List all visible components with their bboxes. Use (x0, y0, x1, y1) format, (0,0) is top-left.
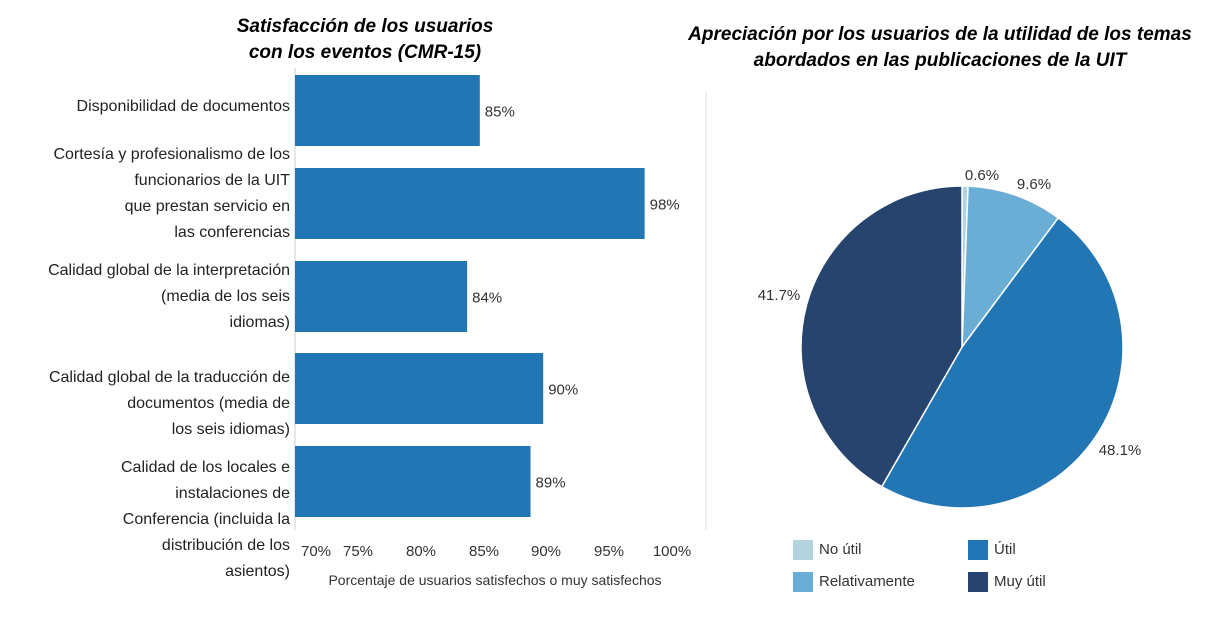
bar-category-label-line: las conferencias (174, 224, 290, 241)
bar-category-label-line: documentos (media de (127, 395, 290, 412)
bar-x-tick-5: 95% (594, 543, 624, 560)
bar-category-label-line: asientos) (225, 563, 290, 580)
pie-slice-2 (880, 216, 1124, 509)
bar-category-label-line: que prestan servicio en (124, 198, 290, 215)
bar-chart-title-line1: Satisfacción de los usuarios (236, 16, 494, 37)
bar-1 (295, 168, 645, 239)
legend-swatch (793, 572, 813, 592)
bar-category-label-line: Cortesía y profesionalismo de los (53, 146, 290, 163)
bar-category-label-line: Calidad de los locales e (121, 459, 290, 476)
legend-item-3: Muy útil (968, 572, 1046, 592)
bar-3 (295, 353, 544, 424)
bar-0 (295, 75, 480, 146)
pie-chart-title: Apreciación por los usuarios de la utili… (670, 22, 1210, 74)
bar-category-label-3: Calidad global de la traducción de docume… (0, 365, 290, 443)
bar-x-axis-label: Porcentaje de usuarios satisfechos o muy… (328, 572, 662, 588)
bar-2 (295, 261, 468, 332)
bar-x-tick-2: 80% (406, 543, 436, 560)
bar-chart-title-line2: con los eventos (CMR-15) (248, 42, 482, 63)
pie-slice-3 (800, 185, 963, 488)
bar-category-label-line: funcionarios de la UIT (134, 172, 290, 189)
bar-x-tick-1: 75% (343, 543, 373, 560)
bar-category-label-line: Calidad global de la interpretación (48, 262, 290, 279)
bar-category-label-4: Calidad de los locales e instalaciones de… (0, 455, 290, 585)
pie-slice-label-3: 41.7% (758, 287, 801, 304)
bar-category-label-0: Disponibilidad de documentos (0, 94, 290, 120)
bar-x-tick-0: 70% (301, 543, 331, 560)
bar-category-label-line: instalaciones de (175, 485, 290, 502)
bar-x-tick-4: 90% (531, 543, 561, 560)
legend-item-2: Útil (968, 540, 1016, 560)
pie-slice-label-2: 48.1% (1099, 442, 1142, 459)
bar-category-label-line: Conferencia (incluida la (122, 511, 290, 528)
bar-category-label-1: Cortesía y profesionalismo de los funcion… (0, 142, 290, 246)
legend-label: Muy útil (994, 572, 1046, 590)
bar-value-label-2: 84% (472, 290, 502, 307)
legend-label: Útil (994, 540, 1016, 558)
bar-category-label-line: idiomas) (229, 314, 290, 331)
bar-category-label-line: los seis idiomas) (171, 421, 290, 438)
bar-4 (295, 446, 531, 517)
bar-chart-title: Satisfacción de los usuarios con los eve… (200, 14, 530, 66)
legend-swatch (793, 540, 813, 560)
bar-category-label-line: distribución de los (161, 537, 290, 554)
pie-slice-1 (961, 185, 1060, 350)
pie-slice-label-0: 0.6% (965, 167, 999, 184)
bar-value-label-4: 89% (536, 475, 566, 492)
bar-category-label-line: Disponibilidad de documentos (76, 98, 290, 115)
legend-label: No útil (819, 540, 862, 558)
pie-chart-title-line1: Apreciación por los usuarios de la utili… (688, 24, 1192, 45)
bar-value-label-3: 90% (548, 382, 578, 399)
bar-category-label-line: Calidad global de la traducción de (48, 369, 290, 386)
pie-slice-label-1: 9.6% (1017, 176, 1051, 193)
legend-swatch (968, 540, 988, 560)
legend-label: Relativamente (819, 572, 915, 590)
bar-value-label-1: 98% (650, 197, 680, 214)
bar-x-tick-3: 85% (469, 543, 499, 560)
bar-x-tick-6: 100% (653, 543, 691, 560)
legend-item-1: Relativamente (793, 572, 915, 592)
bar-category-label-2: Calidad global de la interpretación (medi… (0, 258, 290, 336)
legend-item-0: No útil (793, 540, 862, 560)
bar-category-label-line: (media de los seis (161, 288, 290, 305)
bar-value-label-0: 85% (485, 104, 515, 121)
legend-swatch (968, 572, 988, 592)
pie-chart-title-line2: abordados en las publicaciones de la UIT (753, 50, 1127, 71)
